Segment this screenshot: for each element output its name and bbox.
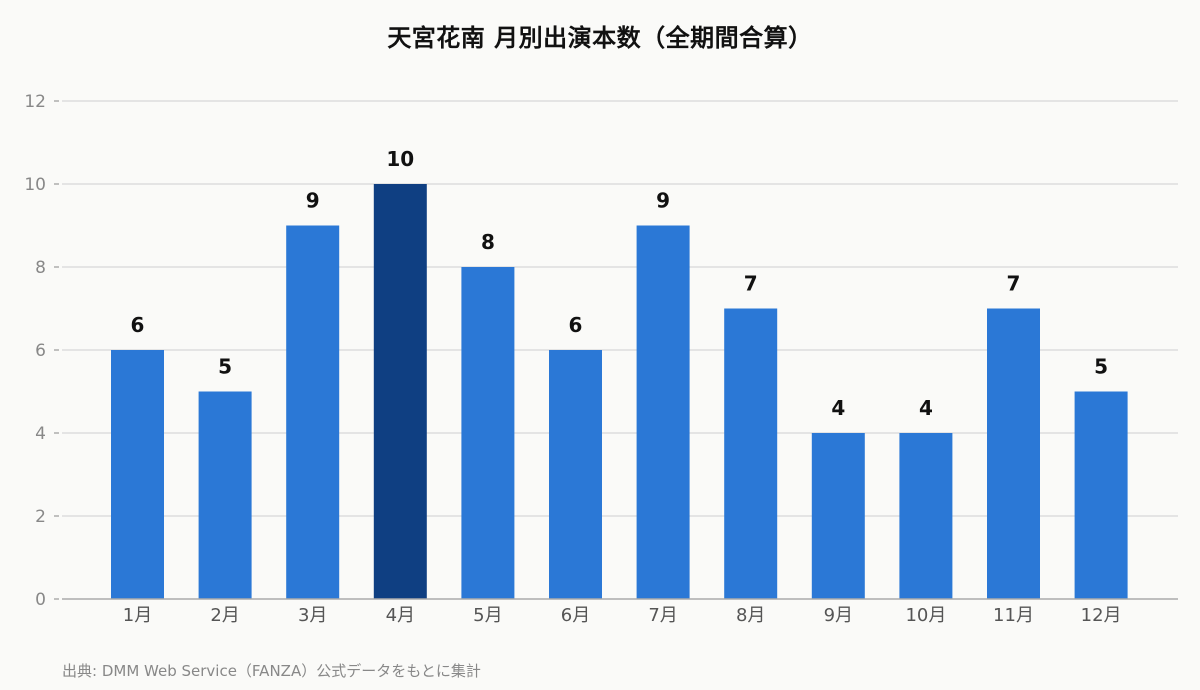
x-tick-label: 7月 <box>648 605 677 626</box>
bar-value-label: 8 <box>481 230 495 254</box>
bar <box>724 308 778 599</box>
x-tick-label: 11月 <box>993 605 1034 626</box>
bar <box>636 225 690 599</box>
x-tick-label: 9月 <box>824 605 853 626</box>
y-tick-label: 10 <box>24 175 46 195</box>
y-tick-label: 0 <box>35 590 46 610</box>
y-axis: 0 2 4 6 8 10 12 <box>24 92 59 610</box>
bar-value-label: 9 <box>656 189 670 213</box>
bar <box>899 433 953 599</box>
bar-value-label: 10 <box>386 147 414 171</box>
bar-value-label: 5 <box>1094 355 1108 379</box>
bars <box>111 184 1128 599</box>
bar <box>111 350 164 599</box>
x-tick-label: 1月 <box>123 605 152 626</box>
x-tick-label: 4月 <box>386 605 415 626</box>
bar <box>549 350 602 599</box>
x-tick-label: 3月 <box>298 605 327 626</box>
bar-value-label: 7 <box>744 272 758 296</box>
x-axis: 1月 2月 3月 4月 5月 6月 7月 8月 9月 10月 11月 12月 <box>62 598 1178 626</box>
chart-title: 天宮花南 月別出演本数（全期間合算） <box>387 24 813 52</box>
bar-value-label: 6 <box>131 313 145 337</box>
x-tick-label: 5月 <box>473 605 502 626</box>
bar <box>373 184 427 599</box>
bar <box>198 391 252 599</box>
bar <box>286 225 340 599</box>
bar-value-label: 7 <box>1007 272 1021 296</box>
bar <box>1074 391 1128 599</box>
x-tick-label: 6月 <box>561 605 590 626</box>
bar-value-labels: 6 5 9 10 8 6 9 7 4 4 7 5 <box>131 147 1109 420</box>
bar-value-label: 9 <box>306 189 320 213</box>
y-tick-label: 2 <box>35 507 46 527</box>
bar <box>461 267 515 599</box>
y-tick-label: 12 <box>24 92 46 112</box>
y-tick-label: 8 <box>35 258 46 278</box>
y-tick-label: 4 <box>35 424 46 444</box>
bar-value-label: 4 <box>831 396 845 420</box>
bar-value-label: 4 <box>919 396 933 420</box>
x-tick-label: 2月 <box>210 605 239 626</box>
x-tick-label: 12月 <box>1081 605 1122 626</box>
bar <box>811 433 865 599</box>
bar <box>987 308 1040 599</box>
y-tick-label: 6 <box>35 341 46 361</box>
x-tick-label: 10月 <box>905 605 946 626</box>
x-tick-label: 8月 <box>736 605 765 626</box>
bar-value-label: 6 <box>569 313 583 337</box>
bar-value-label: 5 <box>218 355 232 379</box>
source-note: 出典: DMM Web Service（FANZA）公式データをもとに集計 <box>62 662 481 680</box>
